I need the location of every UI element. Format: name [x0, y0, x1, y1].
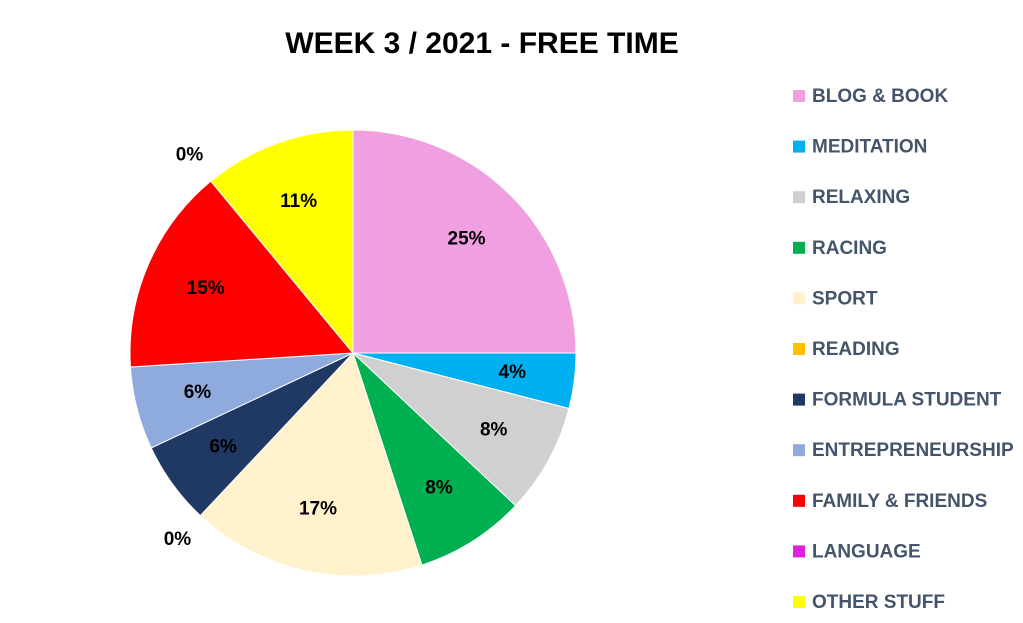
- pie-slice: [129, 180, 355, 368]
- pie-slice: [210, 129, 354, 355]
- data-label: 8%: [480, 419, 508, 440]
- legend-swatch: [793, 545, 805, 558]
- data-label: 0%: [164, 529, 192, 550]
- data-label: 17%: [299, 499, 337, 520]
- legend-label: RACING: [812, 238, 887, 259]
- legend-swatch: [793, 596, 805, 608]
- pie-slice: [352, 129, 577, 354]
- pie-slice: [352, 352, 517, 566]
- legend-label: FAMILY & FRIENDS: [812, 491, 987, 512]
- legend-label: MEDITATION: [812, 137, 927, 158]
- legend-swatch: [793, 90, 805, 102]
- data-label: 11%: [280, 191, 317, 212]
- legend-label: ENTREPRENEURSHIP: [812, 440, 1014, 461]
- legend-swatch: [793, 393, 805, 406]
- data-label: 0%: [176, 144, 204, 165]
- legend-label: READING: [812, 339, 900, 360]
- legend-label: OTHER STUFF: [812, 592, 945, 613]
- legend-label: FORMULA STUDENT: [812, 390, 1002, 411]
- legend-swatch: [793, 494, 805, 507]
- legend-swatch: [793, 292, 805, 305]
- data-label: 25%: [448, 228, 486, 249]
- legend-swatch: [793, 241, 805, 254]
- data-label: 6%: [209, 436, 237, 457]
- legend-label: RELAXING: [812, 187, 910, 208]
- legend-label: SPORT: [812, 288, 878, 309]
- data-label: 15%: [187, 278, 225, 299]
- data-label: 8%: [425, 478, 453, 499]
- legend-swatch: [793, 191, 805, 204]
- legend-label: LANGUAGE: [812, 541, 921, 562]
- data-label: 4%: [499, 362, 527, 383]
- chart-title: WEEK 3 / 2021 - FREE TIME: [285, 27, 678, 60]
- legend-swatch: [793, 140, 805, 153]
- pie-slice: [199, 352, 423, 577]
- legend-swatch: [793, 343, 805, 355]
- data-label: 6%: [184, 382, 212, 403]
- pie-slice: [352, 352, 570, 507]
- legend-label: BLOG & BOOK: [812, 86, 948, 107]
- legend-swatch: [793, 444, 805, 457]
